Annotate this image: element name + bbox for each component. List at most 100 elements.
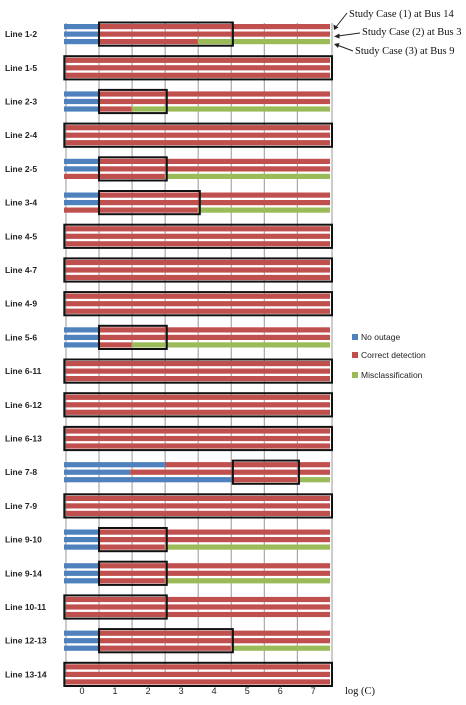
x-tick-label: 3 [179, 686, 184, 696]
bar-7-1-cd [64, 226, 331, 232]
highlight-box-9 [63, 291, 334, 317]
bar-11-2-cd [64, 368, 331, 374]
x-tick-label: 2 [146, 686, 151, 696]
bar-16-3-no [64, 544, 98, 550]
bar-17-2-cd [97, 570, 331, 576]
highlight-box-7 [63, 223, 334, 249]
highlight-box-12 [63, 392, 334, 418]
bar-16-2-cd [97, 537, 331, 543]
bar-3-1-cd [97, 91, 331, 97]
y-tick-label: Line 4-7 [5, 265, 37, 275]
bar-19-3-mc [230, 645, 331, 651]
annotation-arrow-1 [335, 12, 348, 28]
bar-20-3-cd [64, 679, 331, 685]
highlight-box-8 [63, 257, 334, 283]
bar-6-3-cd [64, 207, 198, 213]
y-tick-label: Line 2-3 [5, 97, 37, 107]
bar-13-2-cd [64, 435, 331, 442]
annotation-arrowhead-1 [333, 24, 339, 30]
y-tick-label: Line 6-11 [5, 366, 42, 376]
bar-15-3-cd [64, 510, 331, 516]
bar-1-3-cd [97, 39, 198, 45]
annotation-study-case-2: Study Case (2) at Bus 3 [362, 27, 461, 38]
y-tick-label: Line 13-14 [5, 669, 47, 679]
legend-label-misclassification: Misclassification [361, 370, 423, 380]
bar-19-2-no [64, 638, 98, 644]
legend-label-no-outage: No outage [361, 332, 400, 342]
bar-14-2-no [64, 469, 131, 475]
bar-8-2-cd [64, 267, 331, 273]
bar-3-3-mc [131, 106, 331, 112]
highlight-box-3 [98, 88, 168, 115]
highlight-box-17 [98, 560, 168, 586]
x-axis-label: log (C) [345, 686, 376, 697]
annotation-study-case-1: Study Case (1) at Bus 14 [349, 9, 454, 20]
highlight-box-20 [63, 661, 334, 687]
highlight-box-6 [98, 190, 201, 216]
y-tick-label: Line 2-5 [5, 164, 37, 174]
y-tick-label: Line 1-2 [5, 29, 37, 39]
highlight-box-4 [63, 122, 334, 148]
legend-swatch-correct-detection [352, 352, 358, 358]
bar-1-2-cd [97, 31, 331, 37]
bar-4-3-cd [64, 140, 331, 146]
annotation-arrowhead-2 [334, 33, 340, 39]
bar-17-1-cd [97, 563, 331, 569]
annotation-study-case-3: Study Case (3) at Bus 9 [355, 46, 454, 57]
bar-14-3-mc [296, 477, 331, 483]
bar-17-3-cd [97, 578, 165, 584]
bar-6-1-no [64, 192, 98, 198]
bar-1-2-no [64, 31, 98, 37]
x-tick-label: 6 [278, 686, 283, 696]
bar-2-2-cd [64, 65, 331, 71]
bar-2-1-cd [64, 57, 331, 63]
highlight-box-14 [231, 459, 300, 485]
bar-1-3-no [64, 39, 98, 45]
y-tick-label: Line 12-13 [5, 636, 47, 646]
bar-8-1-cd [64, 259, 331, 266]
highlight-box-5 [98, 156, 168, 182]
bar-9-3-cd [64, 308, 331, 314]
bar-10-1-no [64, 327, 98, 333]
y-tick-label: Line 7-9 [5, 501, 37, 511]
legend-swatch-misclassification [352, 372, 358, 378]
bar-8-3-cd [64, 274, 331, 281]
bar-2-3-cd [64, 72, 331, 78]
highlight-box-19 [98, 628, 234, 654]
bar-14-1-cd [164, 462, 331, 468]
bar-9-1-cd [64, 293, 331, 299]
study-case-annotations: Study Case (1) at Bus 14 Study Case (2) … [333, 9, 461, 57]
bar-11-3-cd [64, 376, 331, 382]
y-tick-label: Line 6-13 [5, 434, 42, 444]
bar-16-2-no [64, 537, 98, 543]
bar-5-1-no [64, 158, 98, 164]
bar-3-1-no [64, 91, 98, 97]
bar-12-3-cd [64, 409, 331, 415]
bar-15-2-cd [64, 503, 331, 509]
legend-label-correct-detection: Correct detection [361, 350, 426, 360]
bar-10-2-no [64, 334, 98, 340]
bar-14-2-cd [130, 469, 331, 475]
bar-10-1-cd [97, 327, 331, 333]
highlight-box-16 [98, 527, 168, 553]
bar-20-2-cd [64, 671, 331, 677]
bar-11-1-cd [64, 361, 331, 367]
bar-5-3-cd [64, 173, 165, 179]
bar-18-1-cd [64, 596, 331, 603]
bar-13-3-cd [64, 443, 331, 449]
bar-6-1-cd [97, 192, 331, 198]
y-tick-label: Line 10-11 [5, 602, 46, 612]
bar-12-1-cd [64, 394, 331, 400]
y-tick-label: Line 9-14 [5, 568, 42, 578]
legend: No outage Correct detection Misclassific… [352, 332, 426, 380]
bar-3-2-cd [97, 98, 331, 105]
bar-16-1-no [64, 529, 98, 535]
highlight-box-2 [63, 55, 334, 81]
y-tick-label: Line 9-10 [5, 535, 42, 545]
highlight-box-10 [98, 324, 168, 350]
bar-19-2-cd [97, 638, 331, 644]
bar-17-1-no [64, 563, 98, 569]
bar-16-1-cd [97, 529, 331, 535]
bar-9-2-cd [64, 301, 331, 307]
bar-7-2-cd [64, 233, 331, 239]
